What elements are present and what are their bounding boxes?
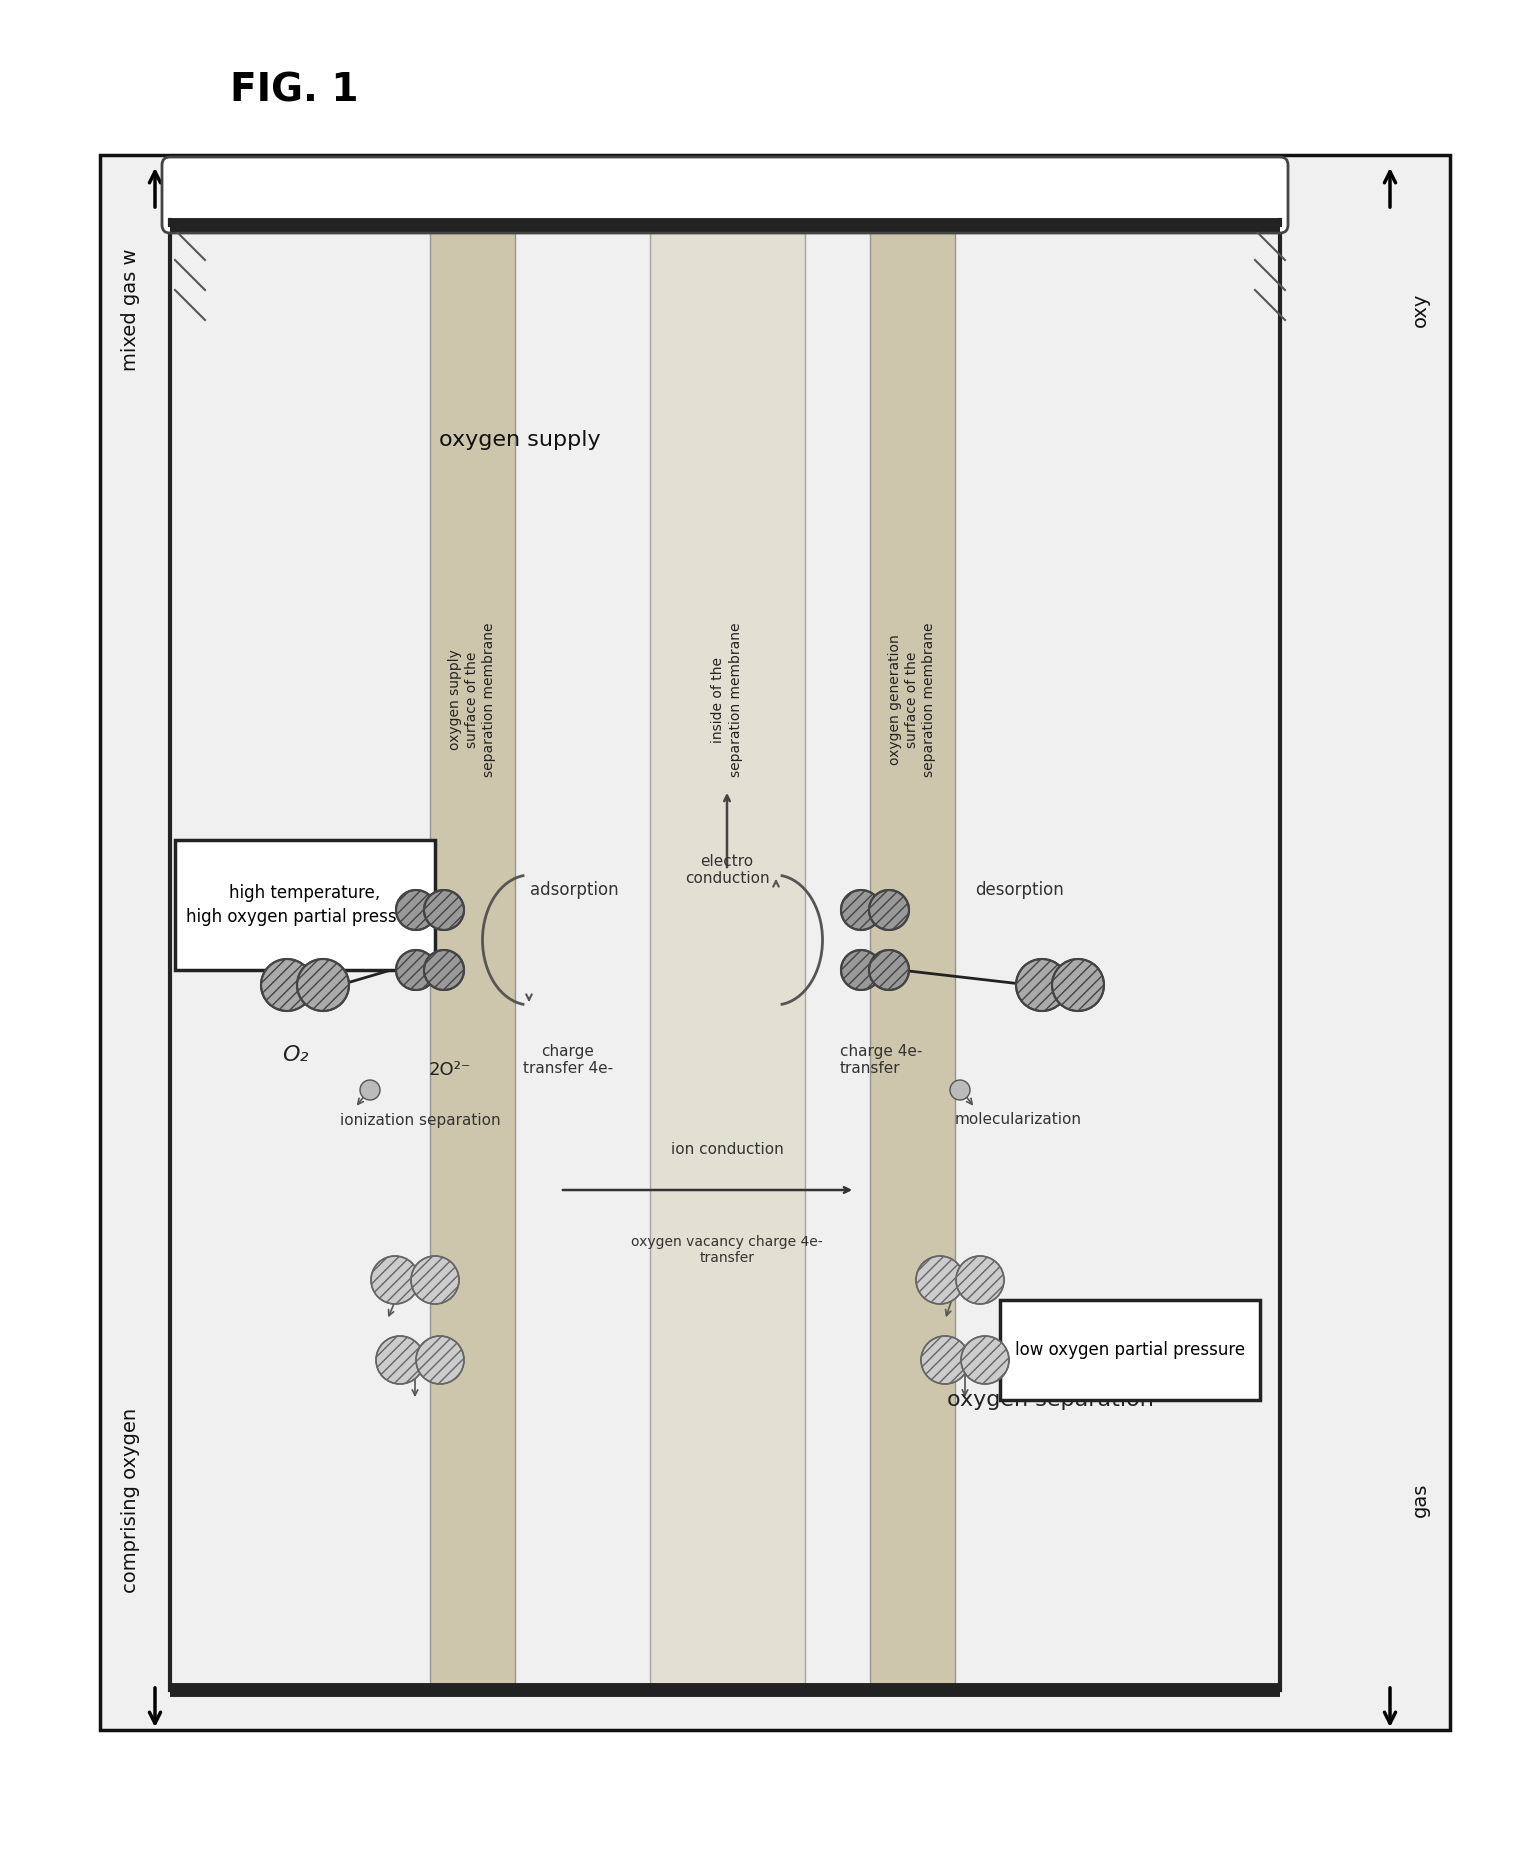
Bar — [650, 224, 805, 1691]
Circle shape — [260, 959, 313, 1010]
Text: adsorption: adsorption — [530, 881, 619, 899]
Bar — [871, 224, 955, 1691]
Text: 2O²⁻: 2O²⁻ — [428, 1060, 471, 1079]
Text: gas: gas — [1411, 1483, 1429, 1517]
Circle shape — [961, 1337, 1008, 1383]
FancyBboxPatch shape — [162, 158, 1288, 234]
Text: charge 4e-
transfer: charge 4e- transfer — [840, 1044, 922, 1075]
Circle shape — [840, 890, 881, 931]
Text: oxygen supply: oxygen supply — [439, 430, 601, 451]
Text: molecularization: molecularization — [955, 1112, 1083, 1127]
Circle shape — [869, 890, 908, 931]
Circle shape — [397, 890, 436, 931]
Text: mixed gas w: mixed gas w — [121, 248, 139, 371]
Text: ion conduction: ion conduction — [671, 1142, 783, 1157]
Circle shape — [916, 1255, 964, 1303]
Circle shape — [840, 949, 881, 990]
Bar — [100, 156, 1450, 1730]
Circle shape — [424, 890, 463, 931]
Circle shape — [955, 1255, 1004, 1303]
Text: high temperature,
high oxygen partial pressure: high temperature, high oxygen partial pr… — [186, 884, 424, 925]
Bar — [430, 224, 515, 1691]
Circle shape — [375, 1337, 424, 1383]
Text: oxygen vacancy charge 4e-
transfer: oxygen vacancy charge 4e- transfer — [631, 1235, 822, 1264]
Circle shape — [397, 949, 436, 990]
Circle shape — [949, 1081, 970, 1099]
Bar — [1001, 1300, 1260, 1400]
Circle shape — [1052, 959, 1104, 1010]
Bar — [176, 840, 435, 970]
Text: electro
conduction: electro conduction — [684, 855, 769, 886]
Circle shape — [410, 1255, 459, 1303]
Circle shape — [424, 949, 463, 990]
Text: oxy: oxy — [1411, 293, 1429, 326]
Circle shape — [371, 1255, 419, 1303]
Text: oxygen supply
surface of the
separation membrane: oxygen supply surface of the separation … — [448, 623, 497, 777]
Text: oxygen generation
surface of the
separation membrane: oxygen generation surface of the separat… — [887, 623, 936, 777]
Circle shape — [869, 949, 908, 990]
Circle shape — [297, 959, 350, 1010]
Text: FIG. 1: FIG. 1 — [230, 70, 359, 109]
Text: low oxygen partial pressure: low oxygen partial pressure — [1014, 1340, 1245, 1359]
Text: oxygen separation: oxygen separation — [946, 1390, 1154, 1411]
Text: O₂: O₂ — [282, 1046, 309, 1064]
Circle shape — [416, 1337, 463, 1383]
Text: desorption: desorption — [975, 881, 1064, 899]
Text: inside of the
separation membrane: inside of the separation membrane — [712, 623, 743, 777]
Circle shape — [360, 1081, 380, 1099]
Text: ionization separation: ionization separation — [341, 1112, 501, 1127]
Text: comprising oxygen: comprising oxygen — [121, 1407, 139, 1593]
Circle shape — [1016, 959, 1067, 1010]
Text: charge
transfer 4e-: charge transfer 4e- — [522, 1044, 613, 1075]
Circle shape — [921, 1337, 969, 1383]
